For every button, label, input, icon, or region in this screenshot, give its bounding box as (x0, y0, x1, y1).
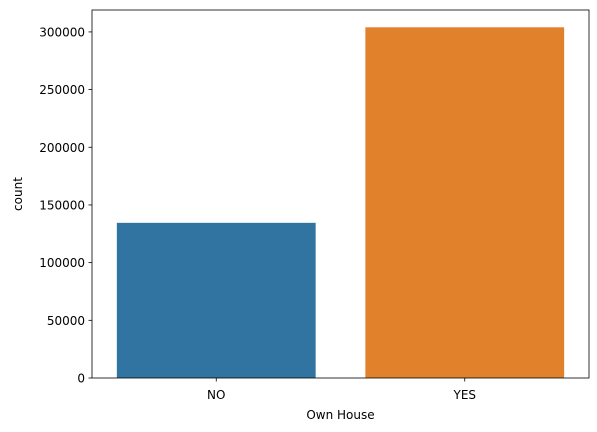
x-axis: NO YES (207, 378, 476, 402)
y-tick-label: 0 (77, 372, 85, 386)
x-axis-label: Own House (306, 408, 374, 422)
y-tick-label: 300000 (39, 25, 85, 39)
x-tick-label: YES (452, 388, 476, 402)
y-axis: 0 50000 100000 150000 200000 250000 300000 (39, 25, 92, 386)
y-tick-label: 100000 (39, 256, 85, 270)
y-axis-label: count (11, 177, 25, 211)
bar-no (116, 222, 316, 378)
y-tick-label: 50000 (47, 314, 85, 328)
y-tick-label: 250000 (39, 83, 85, 97)
y-tick-label: 150000 (39, 198, 85, 212)
plot-frame (91, 9, 590, 379)
y-tick-label: 200000 (39, 141, 85, 155)
plot-area (116, 27, 565, 378)
x-tick-label: NO (207, 388, 225, 402)
bar-yes (365, 27, 565, 378)
